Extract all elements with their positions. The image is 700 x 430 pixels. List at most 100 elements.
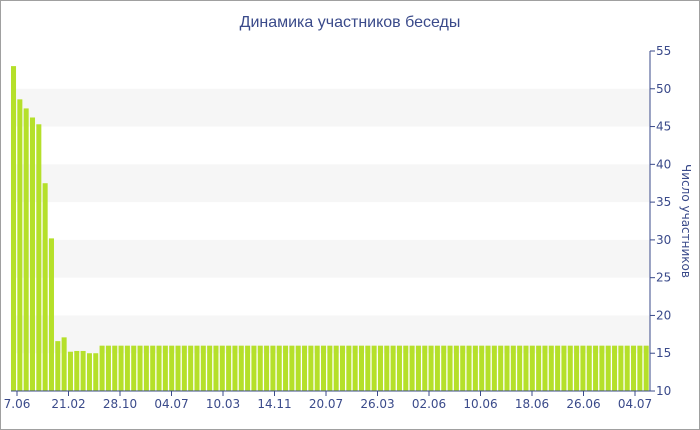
bar <box>631 345 637 391</box>
bar <box>86 353 92 391</box>
y-tick-label: 35 <box>656 195 671 209</box>
bar <box>441 345 447 391</box>
bar <box>226 345 232 391</box>
x-tick-label: 18.06 <box>515 397 549 411</box>
bar <box>302 345 308 391</box>
bar <box>333 345 339 391</box>
bar <box>181 345 187 391</box>
bar <box>384 345 390 391</box>
bar <box>403 345 409 391</box>
bar <box>162 345 168 391</box>
bar <box>143 345 149 391</box>
y-tick-label: 25 <box>656 271 671 285</box>
x-tick-label: 26.06 <box>566 397 600 411</box>
bar <box>586 345 592 391</box>
x-tick-label: 7.06 <box>4 397 31 411</box>
bar <box>339 345 346 391</box>
bar <box>276 345 282 391</box>
bar <box>314 345 320 391</box>
bar <box>80 350 86 391</box>
bar <box>29 117 36 392</box>
bar <box>200 345 206 391</box>
bar <box>150 345 156 391</box>
bar <box>555 345 561 391</box>
bar <box>365 345 371 391</box>
bar <box>55 341 61 391</box>
bar <box>510 345 516 391</box>
bar <box>270 345 276 391</box>
bar <box>409 345 415 391</box>
bar <box>23 108 29 392</box>
bar <box>561 345 567 391</box>
grid-band <box>11 164 650 203</box>
bar <box>308 345 314 391</box>
bar <box>624 345 630 391</box>
bar <box>517 345 523 391</box>
bar <box>593 345 599 391</box>
bar <box>390 345 396 391</box>
bar <box>124 345 130 391</box>
x-tick-label: 28.10 <box>103 397 137 411</box>
bar <box>428 345 434 391</box>
bar <box>396 345 402 391</box>
x-tick-label: 14.11 <box>257 397 291 411</box>
bar <box>137 345 143 391</box>
bar <box>156 345 162 391</box>
bar <box>232 345 238 391</box>
bar <box>238 345 244 391</box>
y-tick-label: 40 <box>656 157 671 171</box>
bar <box>523 345 529 391</box>
bar <box>453 345 459 391</box>
bar <box>207 345 213 391</box>
bar <box>321 345 327 391</box>
bar <box>498 345 504 391</box>
bar <box>352 345 358 391</box>
y-axis-label: Число участников <box>679 164 693 278</box>
bar <box>175 345 181 391</box>
bar <box>188 345 194 391</box>
bar <box>618 345 624 391</box>
bar <box>466 345 472 391</box>
bar <box>105 345 111 391</box>
bar <box>61 337 67 391</box>
bar <box>93 353 99 391</box>
bar <box>599 345 605 391</box>
bar <box>283 345 289 391</box>
y-tick-label: 50 <box>656 82 671 96</box>
bar <box>371 345 377 391</box>
bar <box>36 124 42 391</box>
bar <box>99 345 105 391</box>
bar <box>529 345 535 391</box>
bar <box>491 345 497 391</box>
bar <box>257 345 263 391</box>
bar <box>637 345 643 391</box>
y-axis-ticks: 10 15 20 25 30 35 40 45 50 55 <box>650 44 671 398</box>
bar <box>327 345 333 391</box>
bar <box>612 345 618 391</box>
bar <box>643 345 649 391</box>
bar <box>422 345 428 391</box>
bar <box>434 345 440 391</box>
grid-bands <box>11 88 650 354</box>
bar <box>74 350 80 391</box>
y-tick-label: 20 <box>656 308 671 322</box>
grid-band <box>11 239 650 278</box>
y-tick-label: 15 <box>656 346 671 360</box>
bar <box>472 345 478 391</box>
bar <box>415 345 421 391</box>
x-tick-label: 02.06 <box>412 397 446 411</box>
bar <box>542 345 548 391</box>
bar <box>67 351 73 391</box>
bar <box>447 345 453 391</box>
bar <box>118 345 124 391</box>
bar <box>194 345 200 391</box>
bar <box>358 345 364 391</box>
bar <box>479 345 485 391</box>
bar <box>219 345 225 391</box>
y-tick-label: 45 <box>656 120 671 134</box>
bar <box>485 345 491 391</box>
bar <box>574 345 580 391</box>
bar <box>169 345 175 391</box>
